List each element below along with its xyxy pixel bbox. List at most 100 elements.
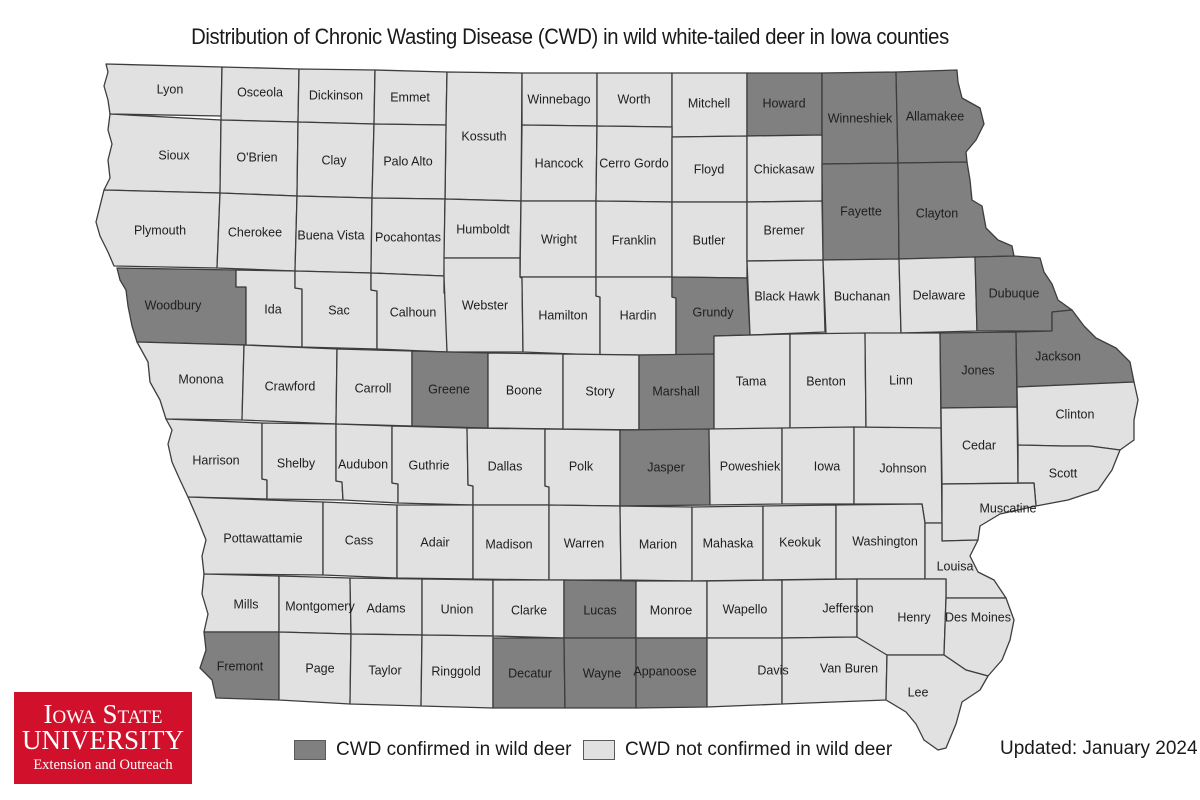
svg-text:Crawford: Crawford bbox=[265, 379, 316, 393]
svg-text:Monona: Monona bbox=[178, 372, 223, 386]
svg-text:Decatur: Decatur bbox=[508, 666, 552, 680]
svg-text:Sioux: Sioux bbox=[158, 148, 190, 162]
svg-text:Osceola: Osceola bbox=[237, 85, 283, 99]
svg-text:Cherokee: Cherokee bbox=[228, 225, 282, 239]
svg-text:Fremont: Fremont bbox=[217, 659, 264, 673]
svg-text:Wapello: Wapello bbox=[723, 602, 768, 616]
svg-text:Cedar: Cedar bbox=[962, 438, 996, 452]
svg-text:Mahaska: Mahaska bbox=[703, 536, 754, 550]
svg-text:Shelby: Shelby bbox=[277, 456, 316, 470]
svg-text:Clinton: Clinton bbox=[1056, 407, 1095, 421]
svg-text:Pottawattamie: Pottawattamie bbox=[223, 531, 302, 545]
svg-text:Chickasaw: Chickasaw bbox=[754, 162, 815, 176]
svg-text:Bremer: Bremer bbox=[764, 223, 805, 237]
svg-text:Black Hawk: Black Hawk bbox=[754, 289, 820, 303]
svg-text:Buchanan: Buchanan bbox=[834, 289, 890, 303]
svg-text:Fayette: Fayette bbox=[840, 204, 882, 218]
svg-text:Linn: Linn bbox=[889, 373, 913, 387]
svg-text:Howard: Howard bbox=[762, 96, 805, 110]
svg-text:O'Brien: O'Brien bbox=[236, 150, 277, 164]
svg-text:Emmet: Emmet bbox=[390, 90, 430, 104]
svg-text:Clay: Clay bbox=[321, 153, 347, 167]
svg-text:Washington: Washington bbox=[852, 534, 918, 548]
svg-text:Kossuth: Kossuth bbox=[461, 129, 506, 143]
swatch-not-confirmed-icon bbox=[583, 740, 615, 760]
logo-line-3: Extension and Outreach bbox=[33, 757, 173, 773]
svg-text:Union: Union bbox=[441, 602, 474, 616]
svg-text:Buena Vista: Buena Vista bbox=[297, 228, 364, 242]
svg-text:Jefferson: Jefferson bbox=[822, 601, 873, 615]
svg-text:Lucas: Lucas bbox=[583, 603, 616, 617]
svg-text:Clayton: Clayton bbox=[916, 206, 958, 220]
map-title: Distribution of Chronic Wasting Disease … bbox=[191, 24, 949, 49]
svg-text:Scott: Scott bbox=[1049, 466, 1078, 480]
svg-text:Floyd: Floyd bbox=[694, 162, 725, 176]
svg-text:Adair: Adair bbox=[420, 535, 449, 549]
svg-text:Palo Alto: Palo Alto bbox=[383, 154, 432, 168]
svg-text:Dubuque: Dubuque bbox=[989, 286, 1040, 300]
svg-text:Jackson: Jackson bbox=[1035, 349, 1081, 363]
svg-text:Poweshiek: Poweshiek bbox=[720, 459, 781, 473]
svg-text:Plymouth: Plymouth bbox=[134, 223, 186, 237]
svg-text:Benton: Benton bbox=[806, 374, 846, 388]
svg-text:Greene: Greene bbox=[428, 382, 470, 396]
legend-cwd-confirmed: CWD confirmed in wild deer bbox=[294, 738, 571, 762]
svg-text:Tama: Tama bbox=[736, 374, 767, 388]
svg-text:Ringgold: Ringgold bbox=[431, 664, 480, 678]
svg-text:Madison: Madison bbox=[485, 537, 532, 551]
svg-text:Lyon: Lyon bbox=[157, 82, 184, 96]
svg-text:Hamilton: Hamilton bbox=[538, 308, 587, 322]
svg-text:Marion: Marion bbox=[639, 537, 677, 551]
logo-line-1: Iowa State bbox=[43, 699, 163, 729]
svg-text:Henry: Henry bbox=[897, 610, 931, 624]
svg-text:Cerro Gordo: Cerro Gordo bbox=[599, 156, 669, 170]
svg-text:Jasper: Jasper bbox=[647, 460, 685, 474]
svg-text:Humboldt: Humboldt bbox=[456, 222, 510, 236]
svg-text:Worth: Worth bbox=[617, 92, 650, 106]
svg-text:Mitchell: Mitchell bbox=[688, 96, 730, 110]
svg-text:Louisa: Louisa bbox=[937, 559, 974, 573]
county-dubuque[interactable] bbox=[974, 255, 1073, 332]
svg-text:Boone: Boone bbox=[506, 383, 542, 397]
legend-cwd-not-confirmed: CWD not confirmed in wild deer bbox=[583, 738, 892, 762]
svg-text:Warren: Warren bbox=[564, 536, 605, 550]
svg-text:Butler: Butler bbox=[693, 233, 726, 247]
svg-text:Muscatine: Muscatine bbox=[980, 501, 1037, 515]
svg-text:Sac: Sac bbox=[328, 303, 350, 317]
svg-text:Jones: Jones bbox=[961, 363, 994, 377]
svg-text:Van Buren: Van Buren bbox=[820, 661, 878, 675]
svg-text:Allamakee: Allamakee bbox=[906, 109, 964, 123]
svg-text:Wayne: Wayne bbox=[583, 666, 621, 680]
svg-text:Keokuk: Keokuk bbox=[779, 535, 821, 549]
legend-not-confirmed-label: CWD not confirmed in wild deer bbox=[625, 739, 893, 760]
svg-text:Dallas: Dallas bbox=[488, 459, 523, 473]
svg-text:Adams: Adams bbox=[367, 601, 406, 615]
svg-text:Delaware: Delaware bbox=[913, 288, 966, 302]
svg-text:Calhoun: Calhoun bbox=[390, 305, 437, 319]
svg-text:Franklin: Franklin bbox=[612, 233, 657, 247]
svg-text:Montgomery: Montgomery bbox=[285, 599, 355, 613]
iowa-state-university-logo: Iowa State University Extension and Outr… bbox=[14, 692, 192, 784]
svg-text:Clarke: Clarke bbox=[511, 603, 547, 617]
county-black-hawk[interactable] bbox=[746, 259, 826, 336]
county-lee[interactable] bbox=[885, 654, 989, 751]
svg-text:Marshall: Marshall bbox=[652, 384, 699, 398]
svg-text:Cass: Cass bbox=[345, 533, 373, 547]
svg-text:Grundy: Grundy bbox=[693, 305, 735, 319]
svg-text:Dickinson: Dickinson bbox=[309, 88, 363, 102]
svg-text:Harrison: Harrison bbox=[192, 453, 239, 467]
swatch-confirmed-icon bbox=[294, 740, 326, 760]
svg-text:Mills: Mills bbox=[234, 597, 259, 611]
svg-text:Wright: Wright bbox=[541, 232, 577, 246]
svg-text:Lee: Lee bbox=[908, 685, 929, 699]
svg-text:Carroll: Carroll bbox=[355, 381, 392, 395]
svg-text:Story: Story bbox=[585, 384, 615, 398]
legend-confirmed-label: CWD confirmed in wild deer bbox=[336, 739, 572, 760]
svg-text:Audubon: Audubon bbox=[338, 457, 388, 471]
svg-text:Monroe: Monroe bbox=[650, 603, 692, 617]
svg-text:Polk: Polk bbox=[569, 459, 594, 473]
svg-text:Des Moines: Des Moines bbox=[945, 610, 1011, 624]
svg-text:Pocahontas: Pocahontas bbox=[375, 230, 441, 244]
updated-date: Updated: January 2024 bbox=[1000, 738, 1198, 759]
